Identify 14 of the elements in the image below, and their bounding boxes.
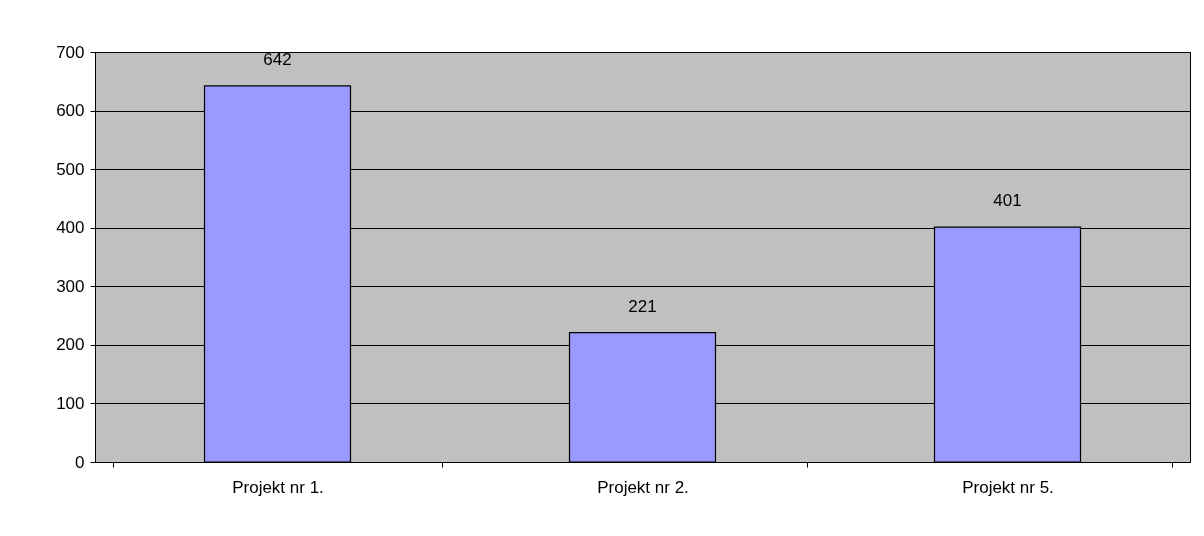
data-label: 221 [628,296,657,316]
y-tick-label: 600 [56,101,85,121]
x-tick-label: Projekt nr 2. [597,477,689,497]
y-tick-label: 300 [56,276,85,296]
y-tick-label: 500 [56,159,85,179]
x-tick-label: Projekt nr 1. [232,477,324,497]
y-tick-label: 700 [56,42,85,62]
data-label: 401 [993,191,1022,211]
data-label: 642 [263,49,292,69]
y-tick-label: 200 [56,335,85,355]
x-tick-label: Projekt nr 5. [962,477,1054,497]
y-tick-label: 400 [56,218,85,238]
y-tick-label: 100 [56,393,85,413]
y-tick-label: 0 [75,452,85,472]
